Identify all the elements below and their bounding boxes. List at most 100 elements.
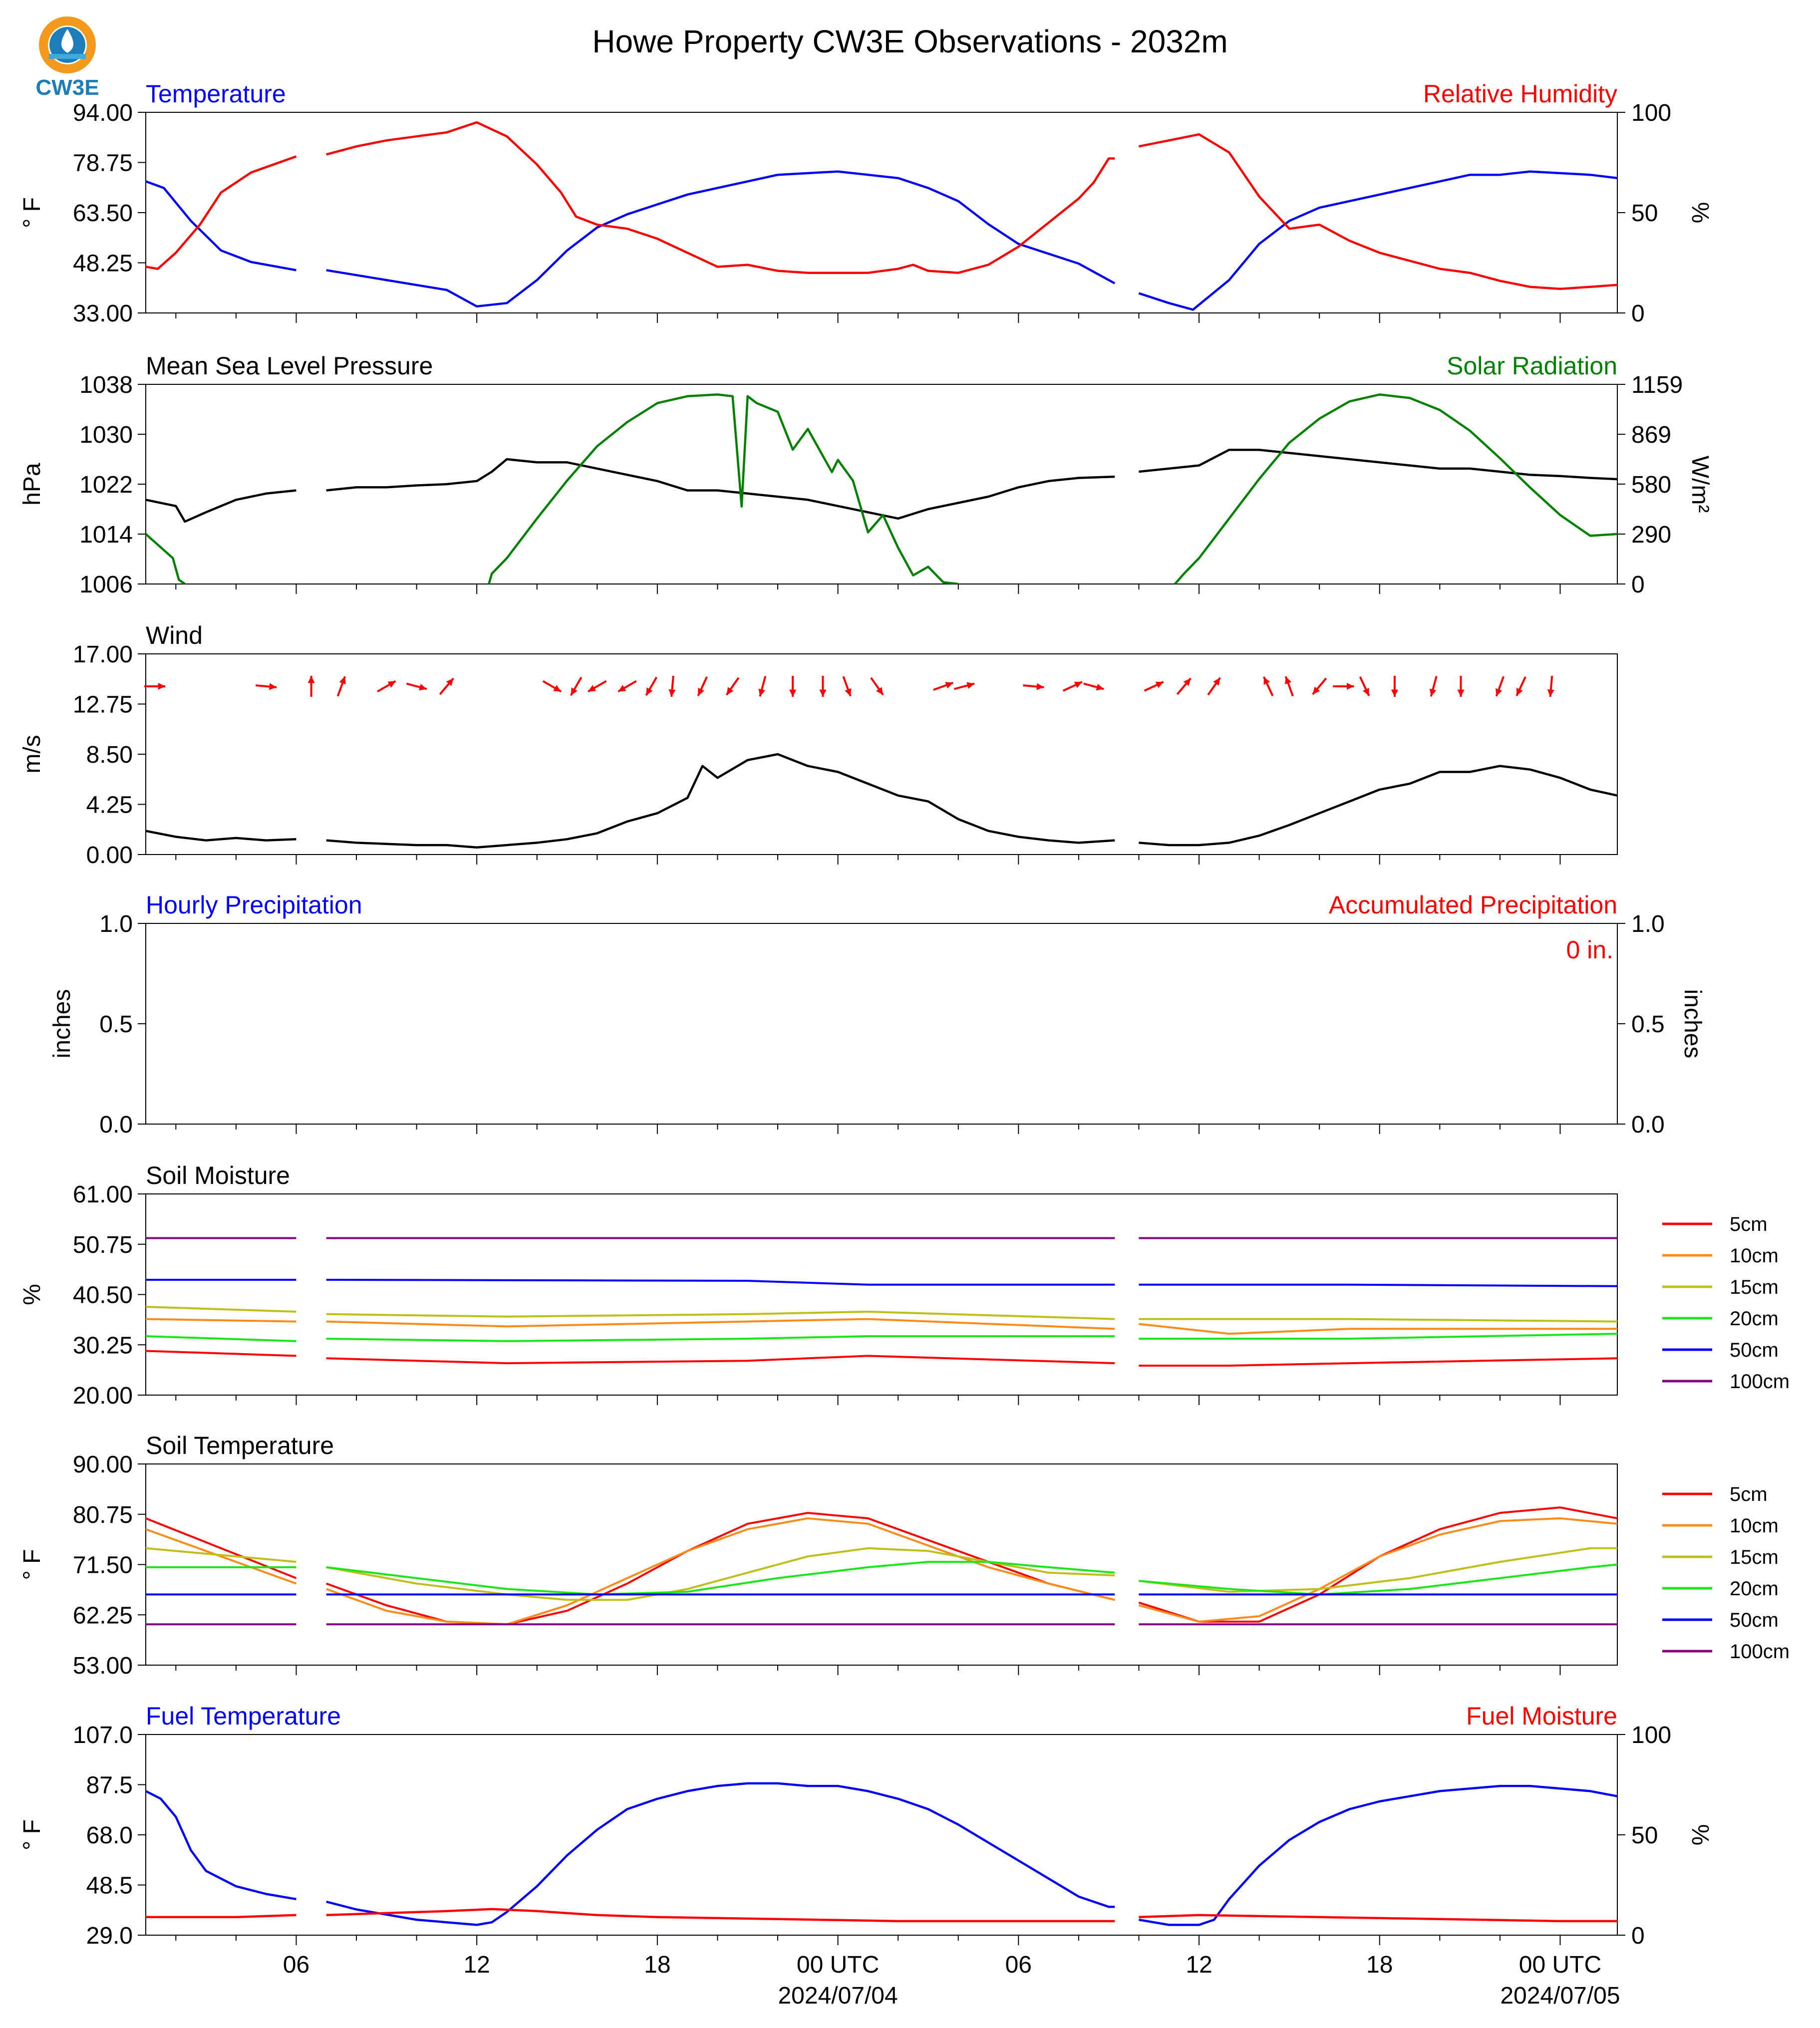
y-axis-label-right: W/m² bbox=[1687, 456, 1713, 513]
panels: Temperature Relative Humidity 33.00 48.25 63… bbox=[19, 80, 1790, 2009]
x-tick-label: 00 UTC bbox=[1519, 1952, 1601, 1978]
plot-frame bbox=[145, 112, 1618, 313]
accumulated-total-label: 0 in. bbox=[1566, 936, 1613, 964]
wind-arrow-icon bbox=[1516, 676, 1526, 696]
series-line-temperature bbox=[146, 170, 1617, 311]
wind-arrow-icon bbox=[588, 680, 607, 693]
legend-label: 10cm bbox=[1730, 1245, 1779, 1267]
y-tick-label-left: 0.0 bbox=[99, 1112, 133, 1138]
y-tick-label-left: 50.75 bbox=[73, 1232, 133, 1258]
x-tick-label: 12 bbox=[1186, 1952, 1212, 1978]
legend-label: 100cm bbox=[1730, 1371, 1790, 1393]
series-line-fuel-moisture bbox=[146, 1908, 1617, 1923]
y-tick-label-right: 0 bbox=[1631, 300, 1645, 327]
y-tick-label-right: 0 bbox=[1631, 572, 1645, 598]
series-line-mean-sea-level-pressure bbox=[146, 449, 1617, 523]
legend-label: 100cm bbox=[1730, 1641, 1790, 1663]
wind-arrow-icon bbox=[1207, 677, 1221, 696]
panel-soil-moisture: Soil Moisture 20.00 30.25 40.50 50.75 61.00% 5… bbox=[19, 1161, 1790, 1409]
y-axis-label-left: ° F bbox=[19, 1549, 45, 1580]
wind-arrow-icon bbox=[439, 677, 454, 695]
y-tick-label-right: 100 bbox=[1631, 100, 1671, 126]
y-tick-label-right: 1159 bbox=[1631, 372, 1683, 398]
wind-arrow-icon bbox=[406, 682, 427, 691]
wind-arrow-icon bbox=[256, 683, 277, 690]
y-tick-label-left: 63.50 bbox=[73, 200, 133, 227]
y-tick-label-left: 68.0 bbox=[86, 1822, 133, 1849]
wind-arrow-icon bbox=[307, 676, 315, 697]
plot-frame bbox=[145, 1734, 1618, 1936]
x-tick-label: 18 bbox=[1366, 1952, 1393, 1978]
logo-drop-icon bbox=[61, 29, 74, 53]
panel-left-title: Temperature bbox=[146, 80, 286, 108]
figure-title: Howe Property CW3E Observations - 2032m bbox=[592, 23, 1227, 59]
series-line-50cm bbox=[146, 1279, 1617, 1287]
y-axis-label-left: ° F bbox=[19, 197, 45, 228]
y-tick-label-left: 71.50 bbox=[73, 1552, 133, 1579]
wind-arrow-icon bbox=[1176, 677, 1192, 695]
wind-arrow-icon bbox=[1023, 683, 1044, 690]
y-tick-label-left: 94.00 bbox=[73, 100, 133, 126]
series-line-10cm bbox=[146, 1318, 1617, 1335]
y-tick-label-left: 40.50 bbox=[73, 1282, 133, 1309]
wind-arrow-icon bbox=[933, 681, 954, 691]
y-axis-label-left: % bbox=[19, 1284, 45, 1305]
wind-arrow-icon bbox=[1144, 681, 1164, 692]
x-tick-label: 00 UTC bbox=[797, 1952, 879, 1978]
legend-label: 5cm bbox=[1730, 1213, 1768, 1235]
wind-arrow-icon bbox=[1429, 676, 1438, 697]
y-tick-label-left: 12.75 bbox=[73, 692, 133, 718]
y-tick-label-left: 78.75 bbox=[73, 150, 133, 177]
wind-arrow-icon bbox=[377, 680, 396, 693]
series-line-relative-humidity bbox=[146, 121, 1617, 290]
panel-pressure-solar: Mean Sea Level Pressure Solar Radiation 10… bbox=[19, 352, 1713, 598]
series-line-wind-speed bbox=[146, 753, 1617, 849]
panel-wind: Wind 0.00 4.25 8.50 12.75 17.00 m/s bbox=[19, 621, 1618, 869]
y-tick-label-left: 107.0 bbox=[73, 1722, 133, 1748]
panel-left-title: Mean Sea Level Pressure bbox=[146, 352, 433, 380]
x-tick-label: 06 bbox=[1005, 1952, 1032, 1978]
wind-arrow-icon bbox=[725, 677, 740, 696]
wind-arrow-icon bbox=[1062, 681, 1083, 692]
panel-right-title: Solar Radiation bbox=[1447, 352, 1617, 380]
y-tick-label-right: 0 bbox=[1631, 1923, 1645, 1949]
legend-label: 20cm bbox=[1730, 1578, 1779, 1600]
y-axis-label-left: m/s bbox=[19, 735, 45, 773]
y-tick-label-left: 1030 bbox=[79, 422, 133, 448]
y-tick-label-left: 80.75 bbox=[73, 1502, 133, 1528]
wind-arrow-icon bbox=[336, 676, 346, 697]
y-tick-label-left: 90.00 bbox=[73, 1451, 133, 1478]
series-line-20cm bbox=[146, 1333, 1617, 1342]
y-tick-label-right: 290 bbox=[1631, 522, 1671, 548]
x-date-label: 2024/07/04 bbox=[778, 1983, 898, 2009]
panel-soil-temperature: Soil Temperature 53.00 62.25 71.50 80.75 90.0… bbox=[19, 1432, 1790, 1679]
wind-arrow-icon bbox=[789, 676, 797, 697]
y-tick-label-left: 4.25 bbox=[86, 792, 133, 819]
legend-label: 5cm bbox=[1730, 1483, 1768, 1505]
y-tick-label-left: 61.00 bbox=[73, 1181, 133, 1208]
wind-arrow-icon bbox=[1359, 676, 1370, 696]
legend: 5cm 10cm 15cm 20cm 50cm 100cm bbox=[1662, 1483, 1790, 1663]
wind-arrow-icon bbox=[570, 676, 583, 696]
wind-arrow-icon bbox=[144, 683, 166, 690]
panel-temp-rh: Temperature Relative Humidity 33.00 48.25 63… bbox=[19, 80, 1713, 327]
series-line-15cm bbox=[146, 1306, 1617, 1323]
plot-frame bbox=[145, 1193, 1618, 1396]
legend-label: 15cm bbox=[1730, 1276, 1779, 1298]
y-tick-label-left: 1006 bbox=[79, 572, 133, 598]
panel-right-title: Relative Humidity bbox=[1423, 80, 1617, 108]
wind-arrow-icon bbox=[842, 676, 852, 697]
x-tick-label: 06 bbox=[283, 1952, 309, 1978]
y-tick-label-right: 50 bbox=[1631, 200, 1658, 227]
x-tick-label: 18 bbox=[644, 1952, 670, 1978]
y-tick-label-right: 0.0 bbox=[1631, 1112, 1665, 1138]
panel-left-title: Hourly Precipitation bbox=[146, 891, 362, 919]
y-tick-label-left: 1022 bbox=[79, 472, 133, 498]
logo-ring-icon bbox=[39, 16, 96, 73]
series-line-solar-radiation bbox=[146, 393, 1617, 584]
wind-arrow-icon bbox=[1333, 683, 1354, 690]
y-tick-label-right: 0.5 bbox=[1631, 1011, 1665, 1038]
panel-left-title: Fuel Temperature bbox=[146, 1702, 341, 1730]
y-tick-label-left: 62.25 bbox=[73, 1602, 133, 1629]
plot-frame bbox=[145, 1463, 1618, 1666]
